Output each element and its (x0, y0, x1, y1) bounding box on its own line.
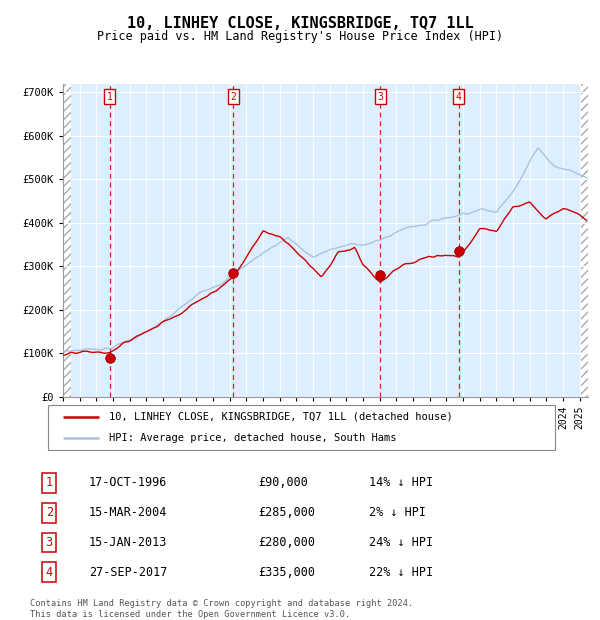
Text: 3: 3 (377, 92, 383, 102)
Text: 22% ↓ HPI: 22% ↓ HPI (368, 566, 433, 578)
Text: 4: 4 (46, 566, 53, 578)
Text: £280,000: £280,000 (258, 536, 315, 549)
Text: £90,000: £90,000 (258, 477, 308, 489)
Bar (581, 84, 588, 397)
Text: HPI: Average price, detached house, South Hams: HPI: Average price, detached house, Sout… (109, 433, 397, 443)
Text: Contains HM Land Registry data © Crown copyright and database right 2024.
This d: Contains HM Land Registry data © Crown c… (30, 600, 413, 619)
Text: 24% ↓ HPI: 24% ↓ HPI (368, 536, 433, 549)
Text: £335,000: £335,000 (258, 566, 315, 578)
Text: 15-MAR-2004: 15-MAR-2004 (89, 507, 167, 519)
Text: 1: 1 (46, 477, 53, 489)
Text: 17-OCT-1996: 17-OCT-1996 (89, 477, 167, 489)
Text: 10, LINHEY CLOSE, KINGSBRIDGE, TQ7 1LL: 10, LINHEY CLOSE, KINGSBRIDGE, TQ7 1LL (127, 16, 473, 30)
Text: 1: 1 (107, 92, 112, 102)
Text: 2: 2 (46, 507, 53, 519)
Text: £285,000: £285,000 (258, 507, 315, 519)
Bar (63, 84, 71, 397)
Text: 3: 3 (46, 536, 53, 549)
Text: 27-SEP-2017: 27-SEP-2017 (89, 566, 167, 578)
Text: 14% ↓ HPI: 14% ↓ HPI (368, 477, 433, 489)
Text: 2: 2 (230, 92, 236, 102)
Text: 10, LINHEY CLOSE, KINGSBRIDGE, TQ7 1LL (detached house): 10, LINHEY CLOSE, KINGSBRIDGE, TQ7 1LL (… (109, 412, 452, 422)
Text: 15-JAN-2013: 15-JAN-2013 (89, 536, 167, 549)
Text: 2% ↓ HPI: 2% ↓ HPI (368, 507, 425, 519)
FancyBboxPatch shape (48, 405, 555, 450)
Text: 4: 4 (456, 92, 461, 102)
Text: Price paid vs. HM Land Registry's House Price Index (HPI): Price paid vs. HM Land Registry's House … (97, 30, 503, 43)
